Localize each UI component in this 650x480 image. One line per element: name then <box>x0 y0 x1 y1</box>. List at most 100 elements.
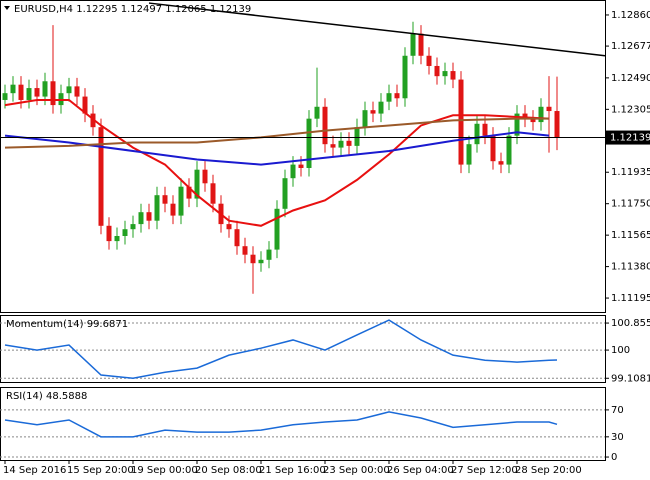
candle-body <box>234 229 240 247</box>
candle-body <box>418 33 424 56</box>
indicator-line <box>4 319 558 379</box>
candle-body <box>34 88 40 97</box>
y-tick-label: 30 <box>611 432 624 443</box>
candle-body <box>306 118 312 168</box>
price-tag-label: 1.12139 <box>610 133 650 144</box>
header-high: 1.12497 <box>121 4 162 15</box>
candle-body <box>170 203 176 216</box>
y-tick-label: 1.11195 <box>611 293 650 304</box>
candle-body <box>10 84 16 94</box>
candle-body <box>482 123 488 136</box>
candle-body <box>378 101 384 114</box>
candle-body <box>42 81 48 97</box>
header-close: 1.12139 <box>210 4 251 15</box>
candle-body <box>242 246 248 255</box>
candle-body <box>498 161 504 165</box>
candle-body <box>194 169 200 199</box>
y-tick-label: 0 <box>611 452 617 463</box>
candle-body <box>386 93 392 102</box>
indicator-name: RSI(14) <box>6 391 43 402</box>
candle-body <box>82 96 88 114</box>
candle-body <box>434 65 440 77</box>
y-tick-label: 1.12490 <box>611 73 650 84</box>
candle-body <box>98 127 104 226</box>
candle-body <box>442 71 448 77</box>
candle-body <box>74 86 80 97</box>
x-tick-label: 23 Sep 00:00 <box>323 465 390 476</box>
candle-body <box>186 186 192 199</box>
x-tick-label: 28 Sep 20:00 <box>515 465 582 476</box>
candle-body <box>122 229 128 236</box>
header-open: 1.12295 <box>76 4 117 15</box>
candle-body <box>410 33 416 56</box>
price-tag <box>606 130 650 145</box>
candle-body <box>210 183 216 204</box>
indicator-name: Momentum(14) <box>6 319 84 330</box>
header: EURUSD,H4 1.12295 1.12497 1.12065 1.1213… <box>14 4 251 15</box>
candle-body <box>338 140 344 148</box>
candle-body <box>314 106 320 119</box>
candle-body <box>266 249 272 260</box>
candle-body <box>546 106 552 112</box>
y-tick-label: 1.11935 <box>611 167 650 178</box>
candle-body <box>514 113 520 136</box>
candle-body <box>106 225 112 242</box>
header-low: 1.12065 <box>165 4 206 15</box>
candle-body <box>490 135 496 162</box>
candle-body <box>250 254 256 264</box>
moving-average <box>4 117 549 149</box>
symbol: EURUSD,H4 <box>14 4 73 15</box>
y-tick-label: 1.11380 <box>611 262 650 273</box>
y-tick-label: 70 <box>611 405 624 416</box>
x-tick-label: 20 Sep 08:00 <box>195 465 262 476</box>
x-tick-label: 19 Sep 00:00 <box>131 465 198 476</box>
candle-body <box>394 93 400 99</box>
y-tick-label: 1.12677 <box>611 41 650 52</box>
candle-body <box>26 88 32 100</box>
candle-body <box>258 259 264 264</box>
candle-body <box>538 106 544 123</box>
candle-body <box>146 212 152 221</box>
moving-average <box>4 98 550 227</box>
candle-body <box>226 224 232 230</box>
x-tick-label: 27 Sep 12:00 <box>451 465 518 476</box>
candle-body <box>290 164 296 179</box>
panel-frame <box>0 315 606 383</box>
indicator-header: RSI(14) 48.5888 <box>6 391 87 402</box>
indicator-header: Momentum(14) 99.6871 <box>6 319 128 330</box>
x-tick-label: 15 Sep 20:00 <box>67 465 134 476</box>
x-tick-label: 21 Sep 16:00 <box>259 465 326 476</box>
candle-body <box>18 84 24 100</box>
candle-body <box>154 195 160 221</box>
trend-line <box>148 2 606 57</box>
candle-body <box>362 110 368 128</box>
candle-body <box>162 195 168 204</box>
candle-body <box>354 127 360 146</box>
candle-body <box>346 140 352 146</box>
candle-body <box>50 81 56 106</box>
panel-frame <box>0 387 606 461</box>
candle-body <box>322 106 328 145</box>
indicator-line <box>4 411 558 438</box>
candle-body <box>202 169 208 184</box>
candle-body <box>474 123 480 145</box>
candle-body <box>530 118 536 123</box>
candle-body <box>2 93 8 100</box>
candle-body <box>450 71 456 80</box>
candle-body <box>282 178 288 209</box>
y-tick-label: 99.1081 <box>611 373 650 384</box>
y-tick-label: 1.12305 <box>611 104 650 115</box>
candle-body <box>554 111 560 138</box>
indicator-value: 99.6871 <box>87 319 128 330</box>
moving-average <box>4 131 550 166</box>
candle-body <box>506 135 512 165</box>
candle-body <box>66 86 72 94</box>
candle-body <box>466 144 472 165</box>
candle-body <box>114 235 120 242</box>
candle-body <box>522 113 528 119</box>
y-tick-label: 100.855 <box>611 318 650 329</box>
x-tick-label: 14 Sep 2016 <box>3 465 66 476</box>
header-arrow <box>4 6 10 10</box>
candle-body <box>274 208 280 250</box>
